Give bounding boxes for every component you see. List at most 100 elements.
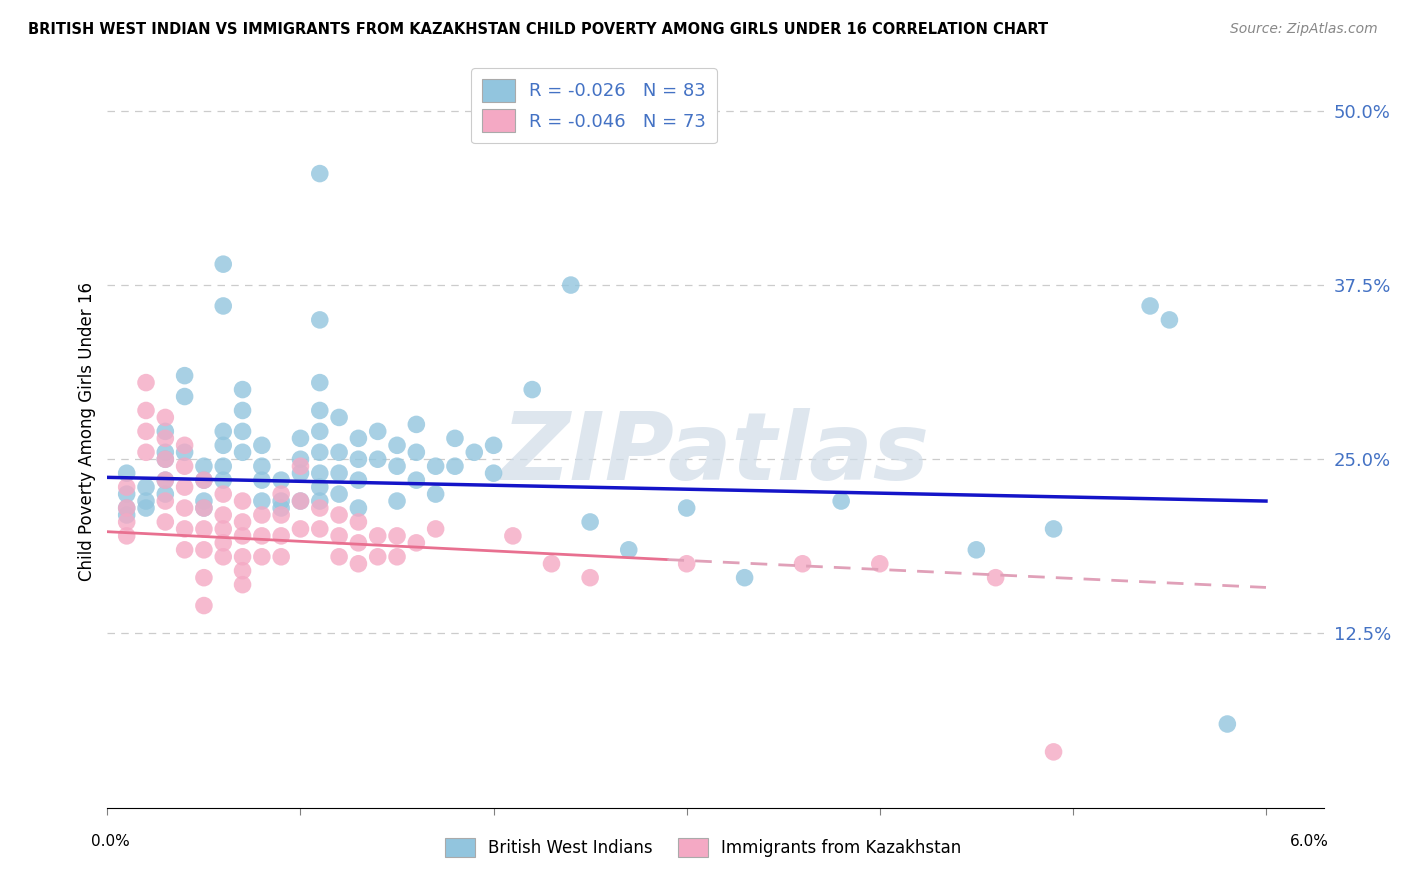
Point (155, 473, 177, 487)
Point (328, 410, 350, 425)
Point (579, 515, 602, 529)
Point (270, 487, 292, 501)
Point (115, 501, 138, 516)
Point (1042, 522, 1064, 536)
Point (347, 431, 370, 445)
Point (425, 459, 447, 474)
Point (522, 383, 544, 397)
Text: Source: ZipAtlas.com: Source: ZipAtlas.com (1230, 22, 1378, 37)
Point (115, 529, 138, 543)
Point (193, 494, 215, 508)
Point (173, 438, 195, 452)
Point (1042, 745, 1064, 759)
Point (347, 536, 370, 550)
Point (290, 466, 312, 480)
Point (405, 473, 427, 487)
Point (155, 431, 177, 445)
Point (308, 313, 330, 327)
Point (193, 473, 215, 487)
Point (367, 529, 389, 543)
Point (444, 459, 467, 474)
Point (444, 431, 467, 445)
Point (385, 438, 408, 452)
Point (675, 557, 697, 571)
Point (155, 445, 177, 459)
Point (155, 494, 177, 508)
Point (232, 577, 254, 591)
Point (270, 549, 292, 564)
Point (308, 167, 330, 181)
Point (193, 599, 215, 613)
Point (135, 501, 157, 516)
Point (135, 494, 157, 508)
Point (173, 459, 195, 474)
Point (290, 494, 312, 508)
Point (155, 487, 177, 501)
Point (135, 425, 157, 439)
Point (212, 487, 235, 501)
Point (250, 473, 273, 487)
Point (193, 473, 215, 487)
Point (232, 529, 254, 543)
Point (385, 494, 408, 508)
Point (115, 487, 138, 501)
Point (250, 529, 273, 543)
Point (347, 501, 370, 516)
Point (212, 425, 235, 439)
Point (250, 459, 273, 474)
Point (212, 508, 235, 522)
Point (212, 299, 235, 313)
Point (328, 445, 350, 459)
Point (232, 425, 254, 439)
Point (155, 452, 177, 467)
Point (367, 425, 389, 439)
Text: 0.0%: 0.0% (91, 834, 131, 848)
Point (482, 438, 505, 452)
Point (1139, 299, 1161, 313)
Point (232, 383, 254, 397)
Point (463, 445, 485, 459)
Point (482, 466, 505, 480)
Point (115, 501, 138, 516)
Point (232, 445, 254, 459)
Point (425, 487, 447, 501)
Point (405, 536, 427, 550)
Point (115, 480, 138, 494)
Legend: British West Indians, Immigrants from Kazakhstan: British West Indians, Immigrants from Ka… (439, 831, 967, 864)
Point (193, 459, 215, 474)
Point (328, 508, 350, 522)
Point (232, 403, 254, 417)
Point (425, 522, 447, 536)
Point (734, 571, 756, 585)
Point (212, 549, 235, 564)
Point (328, 549, 350, 564)
Point (115, 466, 138, 480)
Point (560, 278, 582, 293)
Point (250, 438, 273, 452)
Legend: R = -0.026   N = 83, R = -0.046   N = 73: R = -0.026 N = 83, R = -0.046 N = 73 (471, 68, 717, 144)
Point (135, 376, 157, 390)
Point (250, 508, 273, 522)
Point (250, 549, 273, 564)
Point (367, 549, 389, 564)
Point (155, 410, 177, 425)
Point (173, 445, 195, 459)
Point (984, 571, 1007, 585)
Point (405, 417, 427, 432)
Point (308, 376, 330, 390)
Point (579, 571, 602, 585)
Point (270, 473, 292, 487)
Text: 6.0%: 6.0% (1289, 834, 1329, 848)
Point (115, 508, 138, 522)
Point (675, 501, 697, 516)
Point (385, 529, 408, 543)
Point (135, 445, 157, 459)
Point (617, 542, 640, 557)
Point (965, 542, 987, 557)
Point (212, 522, 235, 536)
Point (328, 466, 350, 480)
Point (270, 508, 292, 522)
Point (193, 501, 215, 516)
Point (155, 425, 177, 439)
Point (232, 549, 254, 564)
